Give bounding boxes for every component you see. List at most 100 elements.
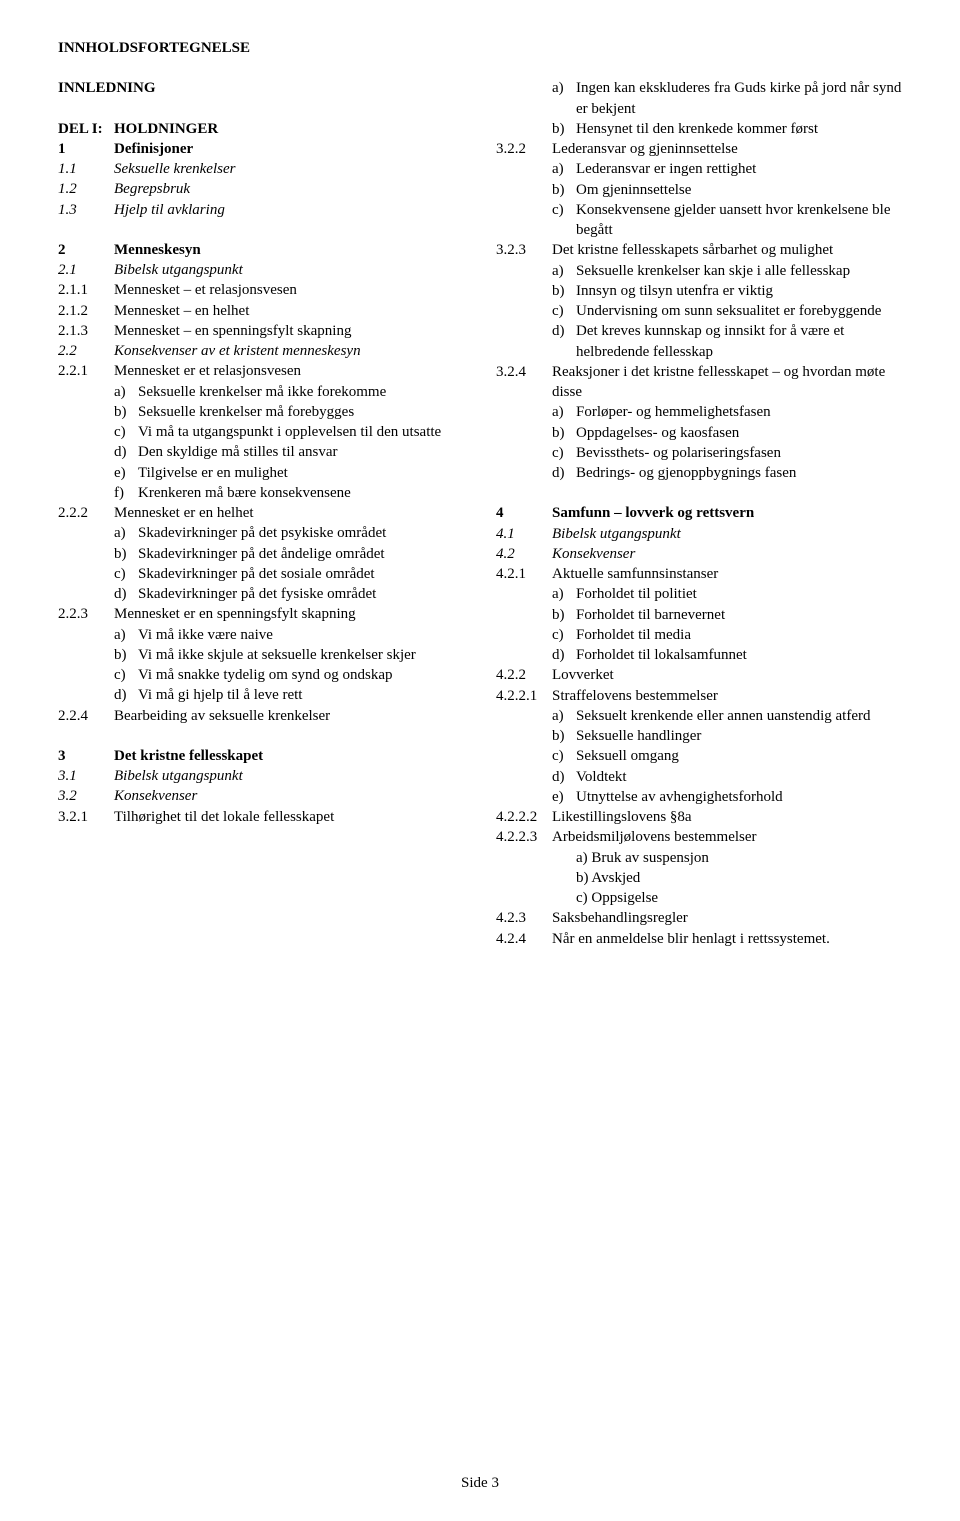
toc-text: Bearbeiding av seksuelle krenkelser xyxy=(114,706,464,726)
toc-row: DEL I:HOLDNINGER xyxy=(58,119,464,139)
toc-row: 4.2.3Saksbehandlingsregler xyxy=(496,908,902,928)
toc-subitem: b)Vi må ikke skjule at seksuelle krenkel… xyxy=(58,645,464,665)
toc-text: Mennesket er en helhet xyxy=(114,503,464,523)
toc-sub-letter: a) xyxy=(552,584,576,604)
toc-subitem: b)Seksuelle handlinger xyxy=(496,726,902,746)
toc-sub-text: Forholdet til barnevernet xyxy=(576,605,902,625)
toc-row: 4.2.4Når en anmeldelse blir henlagt i re… xyxy=(496,929,902,949)
toc-text: Bibelsk utgangspunkt xyxy=(114,260,464,280)
toc-subitem: d)Bedrings- og gjenoppbygnings fasen xyxy=(496,463,902,483)
right-column: a)Ingen kan ekskluderes fra Guds kirke p… xyxy=(496,78,902,949)
toc-sub-letter: d) xyxy=(552,645,576,665)
toc-text: Bibelsk utgangspunkt xyxy=(114,766,464,786)
toc-sub-text: Seksuelt krenkende eller annen uanstendi… xyxy=(576,706,902,726)
section-gap xyxy=(496,483,902,503)
toc-subitem: b)Oppdagelses- og kaosfasen xyxy=(496,423,902,443)
toc-row: 4.2.2Lovverket xyxy=(496,665,902,685)
toc-subitem: a)Vi må ikke være naive xyxy=(58,625,464,645)
toc-text: Det kristne fellesskapets sårbarhet og m… xyxy=(552,240,902,260)
toc-row: 2.2.3Mennesket er en spenningsfylt skapn… xyxy=(58,604,464,624)
toc-sub-text: Det kreves kunnskap og innsikt for å vær… xyxy=(576,321,902,362)
toc-text: Arbeidsmiljølovens bestemmelser xyxy=(552,827,902,847)
toc-text: Det kristne fellesskapet xyxy=(114,746,464,766)
toc-number: 3 xyxy=(58,746,114,766)
toc-sub-text: b) Avskjed xyxy=(576,868,902,888)
toc-subitem: c)Vi må snakke tydelig om synd og ondska… xyxy=(58,665,464,685)
toc-number: 4.2.4 xyxy=(496,929,552,949)
toc-text: Definisjoner xyxy=(114,139,464,159)
toc-row: 2Menneskesyn xyxy=(58,240,464,260)
toc-text: Konsekvenser av et kristent menneskesyn xyxy=(114,341,464,361)
toc-text: HOLDNINGER xyxy=(114,119,464,139)
toc-sub-text: a) Bruk av suspensjon xyxy=(576,848,902,868)
toc-subitem: f)Krenkeren må bære konsekvensene xyxy=(58,483,464,503)
toc-row: 2.2.1Mennesket er et relasjonsvesen xyxy=(58,361,464,381)
toc-sub-text: Seksuell omgang xyxy=(576,746,902,766)
toc-sub-text: Lederansvar er ingen rettighet xyxy=(576,159,902,179)
toc-sub-letter: e) xyxy=(114,463,138,483)
toc-sub-letter: d) xyxy=(114,442,138,462)
columns: INNLEDNING DEL I:HOLDNINGER1Definisjoner… xyxy=(58,78,902,949)
toc-number: 4.2.2.3 xyxy=(496,827,552,847)
toc-sub-letter: a) xyxy=(552,261,576,281)
toc-number: 4 xyxy=(496,503,552,523)
toc-subitem: c)Seksuell omgang xyxy=(496,746,902,766)
toc-row: 2.2.4Bearbeiding av seksuelle krenkelser xyxy=(58,706,464,726)
toc-subitem: a)Skadevirkninger på det psykiske område… xyxy=(58,523,464,543)
toc-sub-letter: b) xyxy=(552,119,576,139)
toc-sub-letter: c) xyxy=(552,746,576,766)
toc-text: Likestillingslovens §8a xyxy=(552,807,902,827)
toc-sub-text: Forholdet til lokalsamfunnet xyxy=(576,645,902,665)
toc-sub-text: Forholdet til media xyxy=(576,625,902,645)
toc-sub-letter: c) xyxy=(552,200,576,241)
toc-sub-text: Seksuelle handlinger xyxy=(576,726,902,746)
toc-number: 3.2.1 xyxy=(58,807,114,827)
toc-sub-letter: e) xyxy=(552,787,576,807)
page-footer: Side 3 xyxy=(0,1473,960,1493)
toc-sub-text: Skadevirkninger på det sosiale området xyxy=(138,564,464,584)
section-gap xyxy=(58,726,464,746)
toc-text: Aktuelle samfunnsinstanser xyxy=(552,564,902,584)
toc-subitem: a)Lederansvar er ingen rettighet xyxy=(496,159,902,179)
toc-row: 4.2Konsekvenser xyxy=(496,544,902,564)
toc-text: Konsekvenser xyxy=(552,544,902,564)
toc-subitem: c)Bevissthets- og polariseringsfasen xyxy=(496,443,902,463)
toc-row: 4.1Bibelsk utgangspunkt xyxy=(496,524,902,544)
toc-text: Mennesket er et relasjonsvesen xyxy=(114,361,464,381)
toc-subitem: c)Forholdet til media xyxy=(496,625,902,645)
toc-sub-text: Om gjeninnsettelse xyxy=(576,180,902,200)
toc-sub-letter: c) xyxy=(552,301,576,321)
toc-text: Tilhørighet til det lokale fellesskapet xyxy=(114,807,464,827)
toc-number: 1.1 xyxy=(58,159,114,179)
toc-number: DEL I: xyxy=(58,119,114,139)
toc-sub-letter: b) xyxy=(114,402,138,422)
toc-subitem: a)Forholdet til politiet xyxy=(496,584,902,604)
toc-sub-text: Seksuelle krenkelser må forebygges xyxy=(138,402,464,422)
toc-number: 2.2.2 xyxy=(58,503,114,523)
toc-subitem: b)Seksuelle krenkelser må forebygges xyxy=(58,402,464,422)
toc-sub-letter: a) xyxy=(114,382,138,402)
toc-subitem: c)Skadevirkninger på det sosiale området xyxy=(58,564,464,584)
toc-row: 4Samfunn – lovverk og rettsvern xyxy=(496,503,902,523)
toc-sub-letter: d) xyxy=(552,767,576,787)
toc-row: 1.1Seksuelle krenkelser xyxy=(58,159,464,179)
toc-subitem: a)Ingen kan ekskluderes fra Guds kirke p… xyxy=(496,78,902,119)
toc-sub-text: Tilgivelse er en mulighet xyxy=(138,463,464,483)
toc-sub-letter: b) xyxy=(114,544,138,564)
toc-subitem: a)Seksuelle krenkelser kan skje i alle f… xyxy=(496,261,902,281)
toc-subitem: d)Vi må gi hjelp til å leve rett xyxy=(58,685,464,705)
toc-subitem: a)Seksuelt krenkende eller annen uansten… xyxy=(496,706,902,726)
toc-number: 3.2 xyxy=(58,786,114,806)
toc-number: 2.1.1 xyxy=(58,280,114,300)
toc-text: Når en anmeldelse blir henlagt i rettssy… xyxy=(552,929,902,949)
toc-text: Menneskesyn xyxy=(114,240,464,260)
toc-sub-letter: d) xyxy=(552,321,576,362)
toc-row: 2.1.3Mennesket – en spenningsfylt skapni… xyxy=(58,321,464,341)
toc-number: 1.2 xyxy=(58,179,114,199)
toc-subitem: c)Undervisning om sunn seksualitet er fo… xyxy=(496,301,902,321)
toc-text: Seksuelle krenkelser xyxy=(114,159,464,179)
toc-sub-letter: f) xyxy=(114,483,138,503)
toc-sub-text: Konsekvensene gjelder uansett hvor krenk… xyxy=(576,200,902,241)
toc-row: 1.3Hjelp til avklaring xyxy=(58,200,464,220)
toc-row: 4.2.1Aktuelle samfunnsinstanser xyxy=(496,564,902,584)
